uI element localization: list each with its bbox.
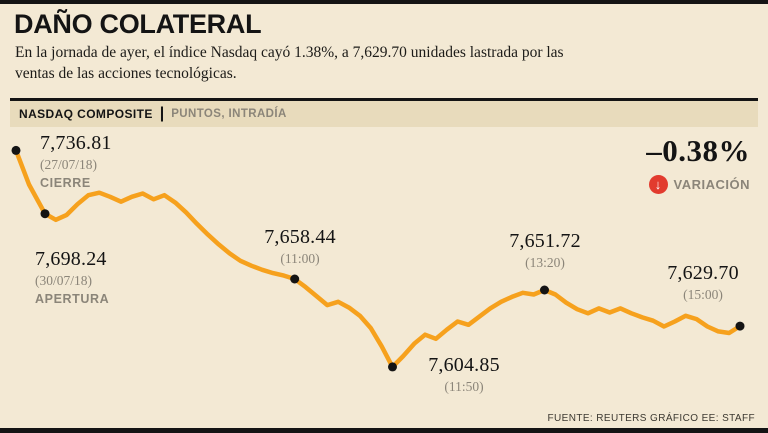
chart-header-band: NASDAQ COMPOSITE | PUNTOS, INTRADÍA bbox=[10, 98, 758, 127]
price-point-dot bbox=[11, 145, 21, 155]
apertura-role: APERTURA bbox=[35, 292, 110, 306]
units-label: PUNTOS, INTRADÍA bbox=[171, 108, 287, 120]
price-point-dot bbox=[40, 209, 50, 219]
price-dots bbox=[11, 145, 745, 372]
page-subtitle: En la jornada de ayer, el índice Nasdaq … bbox=[15, 44, 564, 83]
cierre-date: (27/07/18) bbox=[40, 157, 97, 172]
variation-block: –0.38% ↓ VARIACIÓN bbox=[646, 133, 750, 194]
apertura-date: (30/07/18) bbox=[35, 273, 92, 288]
down-arrow-icon: ↓ bbox=[648, 175, 668, 194]
caption-13-20: (13:20) bbox=[525, 255, 565, 270]
label-cierre: 7,736.81 (27/07/18) CIERRE bbox=[40, 132, 112, 190]
caption-15-00: (15:00) bbox=[683, 287, 723, 302]
bottom-rule bbox=[0, 428, 768, 433]
intraday-chart bbox=[0, 127, 768, 417]
price-point-dot bbox=[290, 274, 300, 284]
price-point-dot bbox=[735, 321, 745, 331]
cierre-role: CIERRE bbox=[40, 176, 91, 190]
band-divider: | bbox=[159, 105, 165, 122]
label-13-20: 7,651.72 (13:20) bbox=[485, 230, 605, 271]
value-11-00: 7,658.44 bbox=[264, 226, 336, 248]
label-15-00: 7,629.70 (15:00) bbox=[643, 262, 763, 303]
label-apertura: 7,698.24 (30/07/18) APERTURA bbox=[35, 248, 109, 306]
value-11-50: 7,604.85 bbox=[428, 354, 500, 376]
series-name: NASDAQ COMPOSITE bbox=[19, 107, 153, 121]
source-credit: FUENTE: REUTERS GRÁFICO EE: STAFF bbox=[547, 413, 755, 424]
label-11-00: 7,658.44 (11:00) bbox=[240, 226, 360, 267]
variation-value: –0.38% bbox=[646, 133, 750, 168]
value-15-00: 7,629.70 bbox=[667, 262, 739, 284]
apertura-value: 7,698.24 bbox=[35, 248, 107, 270]
cierre-value: 7,736.81 bbox=[40, 132, 112, 154]
price-point-dot bbox=[388, 362, 397, 372]
variation-label: VARIACIÓN bbox=[673, 177, 750, 192]
price-line bbox=[13, 148, 743, 370]
value-13-20: 7,651.72 bbox=[509, 230, 581, 252]
intraday-line-svg bbox=[11, 145, 745, 372]
caption-11-00: (11:00) bbox=[280, 251, 320, 266]
caption-11-50: (11:50) bbox=[444, 379, 484, 394]
page-title: DAÑO COLATERAL bbox=[14, 9, 262, 39]
top-rule bbox=[0, 0, 768, 4]
price-point-dot bbox=[540, 285, 549, 295]
label-11-50: 7,604.85 (11:50) bbox=[404, 354, 524, 395]
